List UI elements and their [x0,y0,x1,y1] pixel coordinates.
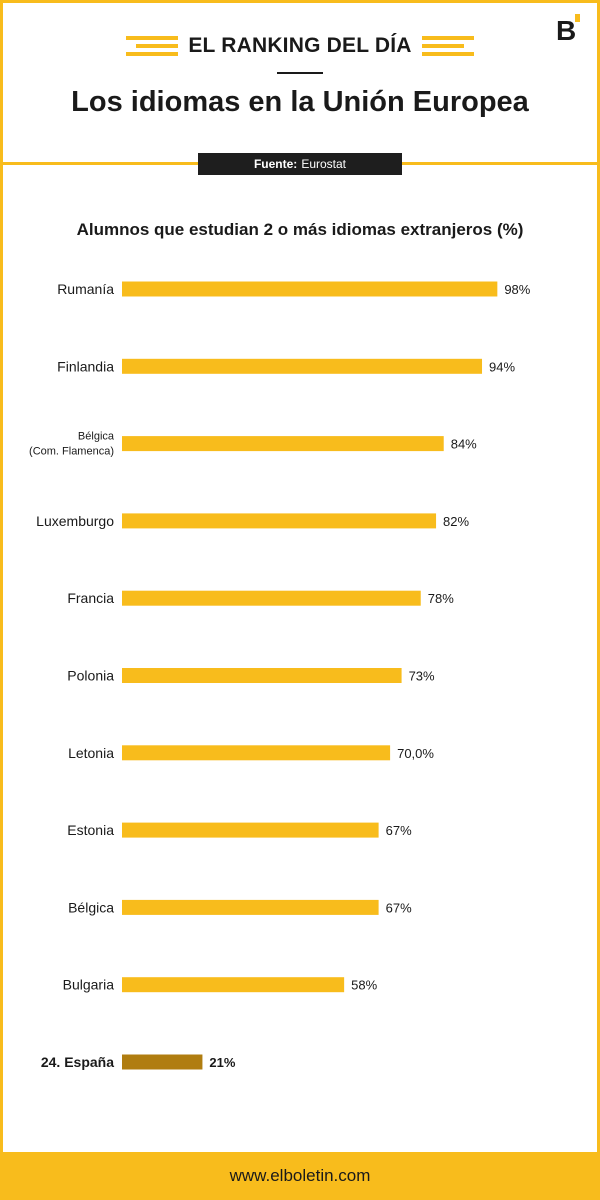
boletin-logo-icon: B [556,14,580,44]
category-label-1: Finlandia [57,358,114,374]
source-badge: Fuente: Eurostat [198,153,402,175]
card-frame [0,0,600,1152]
bar-10 [122,1054,203,1070]
bar-3 [122,513,437,529]
source-label: Fuente: [253,157,298,171]
source-value: Eurostat [301,157,347,171]
category-label-4: Francia [67,590,114,606]
ranking-kicker: EL RANKING DEL DÍA [0,32,600,60]
bar-0 [122,281,498,297]
value-label-3: 82% [443,514,469,529]
value-label-1: 94% [489,359,515,374]
bar-1 [122,358,483,374]
category-label-6: Letonia [68,745,114,761]
bar-7 [122,822,379,838]
category-label-0: Rumanía [57,281,114,297]
value-label-4: 78% [428,591,454,606]
bar-5 [122,668,402,683]
category-label-5: Polonia [67,668,114,684]
title-divider [277,72,323,74]
value-label-0: 98% [504,282,530,297]
value-label-9: 58% [351,978,377,993]
value-label-2: 84% [451,437,477,452]
category-label-8: Bélgica [68,899,114,915]
page-title: Los idiomas en la Unión Europea [71,86,529,118]
bar-8 [122,899,379,915]
svg-text:B: B [556,15,576,44]
value-label-5: 73% [409,669,435,684]
value-label-10: 21% [209,1055,235,1070]
value-label-7: 67% [386,823,412,838]
value-label-6: 70,0% [397,746,434,761]
bar-4 [122,590,421,606]
category-label-9: Bulgaria [63,977,115,993]
chart-title: Alumnos que estudian 2 o más idiomas ext… [76,220,524,239]
bar-9 [122,977,345,993]
category-label-2: Bélgica (Com. Flamenca) [29,431,115,458]
category-label-3: Luxemburgo [36,513,114,529]
bar-chart: Rumanía 98% Finlandia 94% Bélgica (Com. Flame… [29,281,531,1070]
stripes-left-decoration [126,36,179,56]
bar-2 [122,436,444,452]
category-label-10: 24. España [41,1054,114,1070]
kicker-text: EL RANKING DEL DÍA [188,34,412,57]
stripes-right-decoration [421,36,474,56]
category-label-7: Estonia [67,822,114,838]
bar-6 [122,745,391,761]
footer-bar: www.elboletin.com [0,1152,600,1200]
value-label-8: 67% [386,900,412,915]
footer-url[interactable]: www.elboletin.com [229,1166,371,1185]
